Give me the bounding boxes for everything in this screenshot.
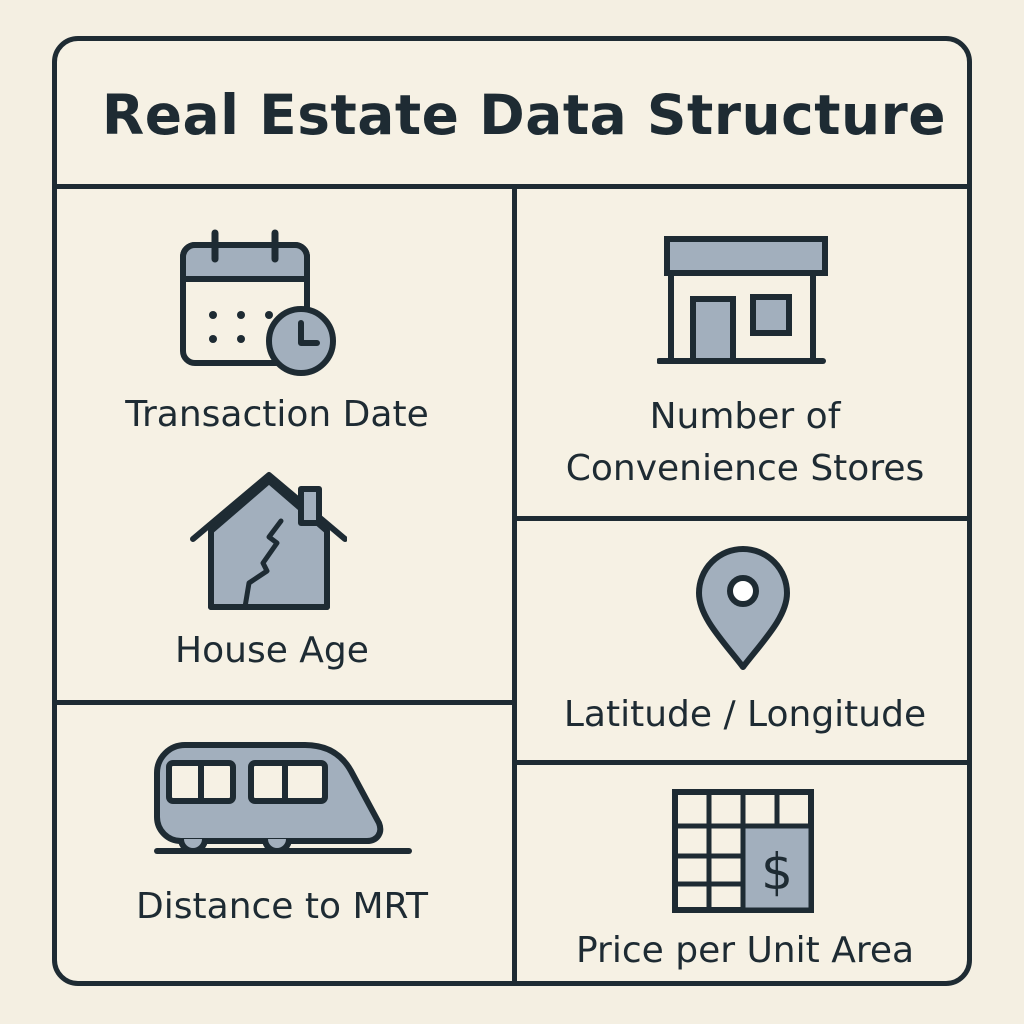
- map-pin-icon: [693, 545, 793, 675]
- train-icon: [147, 733, 417, 858]
- cracked-house-icon: [187, 471, 348, 616]
- calendar-clock-icon: [175, 227, 345, 377]
- dollar-sign: $: [761, 843, 793, 901]
- diagram-title: Real Estate Data Structure: [101, 83, 947, 147]
- price-unit-area-label: Price per Unit Area: [575, 930, 915, 971]
- transaction-date-label: Transaction Date: [125, 394, 429, 435]
- store-icon: [656, 233, 837, 368]
- convenience-stores-label-line2: Convenience Stores: [565, 448, 925, 489]
- house-age-label: House Age: [175, 630, 369, 671]
- distance-mrt-label: Distance to MRT: [136, 886, 428, 927]
- left-row-divider: [57, 700, 514, 705]
- convenience-stores-label-line1: Number of: [649, 396, 841, 437]
- right-row-divider-1: [515, 516, 967, 521]
- outer-frame: Real Estate Data Structure Transacti: [52, 36, 972, 986]
- title-divider: [57, 184, 967, 189]
- column-divider: [512, 189, 517, 981]
- price-grid-icon: $: [669, 786, 819, 916]
- lat-long-label: Latitude / Longitude: [563, 694, 927, 735]
- right-row-divider-2: [515, 760, 967, 765]
